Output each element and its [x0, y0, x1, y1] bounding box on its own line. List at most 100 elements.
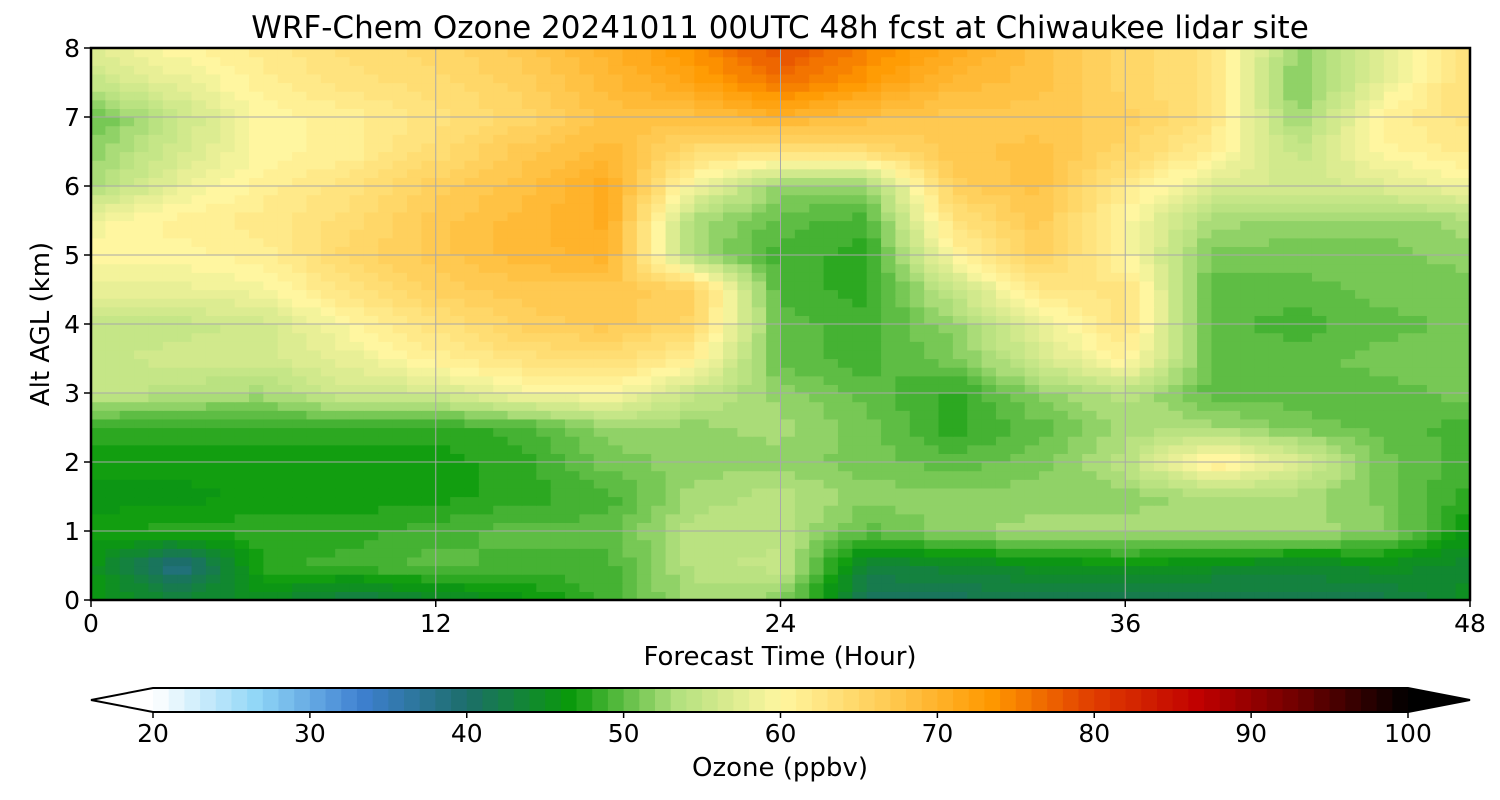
heatmap-cell: [1355, 556, 1371, 567]
heatmap-cell: [866, 220, 882, 230]
heatmap-cell: [909, 487, 925, 498]
heatmap-cell: [1297, 462, 1313, 472]
heatmap-cell: [349, 375, 365, 385]
heatmap-cell: [909, 298, 925, 308]
heatmap-cell: [550, 384, 566, 394]
heatmap-cell: [249, 513, 264, 523]
heatmap-cell: [249, 203, 264, 213]
heatmap-cell: [737, 436, 753, 446]
heatmap-cell: [579, 246, 595, 256]
heatmap-cell: [392, 194, 408, 204]
heatmap-cell: [1455, 349, 1470, 360]
heatmap-cell: [536, 470, 552, 480]
heatmap-cell: [1067, 496, 1083, 506]
heatmap-cell: [1268, 427, 1284, 437]
heatmap-cell: [335, 358, 351, 368]
heatmap-cell: [1441, 548, 1457, 558]
heatmap-cell: [981, 418, 997, 429]
heatmap-cell: [766, 280, 782, 291]
heatmap-cell: [924, 246, 940, 256]
heatmap-cell: [1067, 324, 1083, 334]
heatmap-cell: [263, 280, 279, 291]
heatmap-cell: [306, 531, 322, 541]
heatmap-cell: [1283, 272, 1299, 282]
heatmap-cell: [1383, 401, 1399, 411]
heatmap-cell: [967, 168, 983, 178]
heatmap-cell: [335, 410, 351, 420]
heatmap-cell: [292, 332, 308, 342]
heatmap-cell: [1369, 168, 1385, 178]
heatmap-cell: [521, 349, 537, 360]
heatmap-cell: [134, 487, 150, 498]
heatmap-cell: [1211, 341, 1227, 351]
heatmap-cell: [1398, 203, 1414, 213]
heatmap-cell: [1197, 436, 1213, 446]
heatmap-cell: [363, 315, 379, 325]
heatmap-cell: [837, 444, 853, 454]
heatmap-cell: [708, 332, 724, 342]
heatmap-cell: [1139, 418, 1155, 429]
heatmap-cell: [967, 531, 983, 541]
heatmap-cell: [220, 229, 236, 239]
heatmap-cell: [1326, 496, 1342, 506]
heatmap-cell: [794, 582, 810, 592]
heatmap-cell: [1426, 479, 1442, 489]
heatmap-cell: [1340, 565, 1356, 575]
heatmap-cell: [1110, 531, 1126, 541]
heatmap-cell: [1326, 298, 1342, 308]
heatmap-cell: [249, 418, 264, 429]
heatmap-cell: [521, 444, 537, 454]
heatmap-cell: [579, 168, 595, 178]
heatmap-cell: [1225, 444, 1241, 454]
heatmap-cell: [1225, 496, 1241, 506]
heatmap-cell: [895, 280, 911, 291]
heatmap-cell: [995, 522, 1011, 532]
heatmap-cell: [1225, 246, 1241, 256]
heatmap-cell: [694, 470, 710, 480]
heatmap-cell: [536, 453, 552, 463]
heatmap-cell: [1441, 151, 1457, 161]
heatmap-cell: [1326, 410, 1342, 420]
heatmap-cell: [751, 418, 767, 429]
heatmap-cell: [794, 229, 810, 239]
heatmap-cell: [478, 565, 494, 575]
chart-title: WRF-Chem Ozone 20241011 00UTC 48h fcst a…: [251, 10, 1309, 46]
heatmap-cell: [1182, 591, 1198, 600]
heatmap-cell: [536, 246, 552, 256]
heatmap-cell: [1010, 358, 1026, 368]
heatmap-cell: [780, 384, 796, 394]
heatmap-cell: [766, 306, 782, 316]
heatmap-cell: [134, 177, 150, 187]
heatmap-cell: [550, 565, 566, 575]
heatmap-cell: [593, 367, 609, 377]
heatmap-cell: [1340, 211, 1356, 222]
heatmap-cell: [794, 203, 810, 213]
heatmap-cell: [1311, 436, 1327, 446]
heatmap-cell: [809, 479, 825, 489]
heatmap-cell: [450, 237, 466, 247]
heatmap-cell: [162, 496, 178, 506]
heatmap-cell: [292, 315, 308, 325]
heatmap-cell: [148, 487, 164, 498]
heatmap-cell: [507, 410, 523, 420]
heatmap-cell: [1383, 220, 1399, 230]
heatmap-cell: [794, 548, 810, 558]
heatmap-cell: [823, 444, 839, 454]
heatmap-cell: [177, 574, 193, 584]
heatmap-cell: [1297, 194, 1313, 204]
heatmap-cell: [407, 220, 422, 230]
heatmap-cell: [636, 418, 652, 429]
heatmap-cell: [622, 582, 638, 592]
heatmap-cell: [234, 470, 250, 480]
heatmap-cell: [1153, 427, 1169, 437]
heatmap-cell: [708, 349, 724, 360]
heatmap-cell: [1211, 186, 1227, 196]
heatmap-cell: [967, 565, 983, 575]
heatmap-cell: [981, 194, 997, 204]
heatmap-cell: [1197, 211, 1213, 222]
heatmap-cell: [1197, 548, 1213, 558]
heatmap-cell: [177, 160, 193, 170]
heatmap-cell: [450, 151, 466, 161]
heatmap-cell: [1125, 358, 1141, 368]
heatmap-cell: [162, 280, 178, 291]
